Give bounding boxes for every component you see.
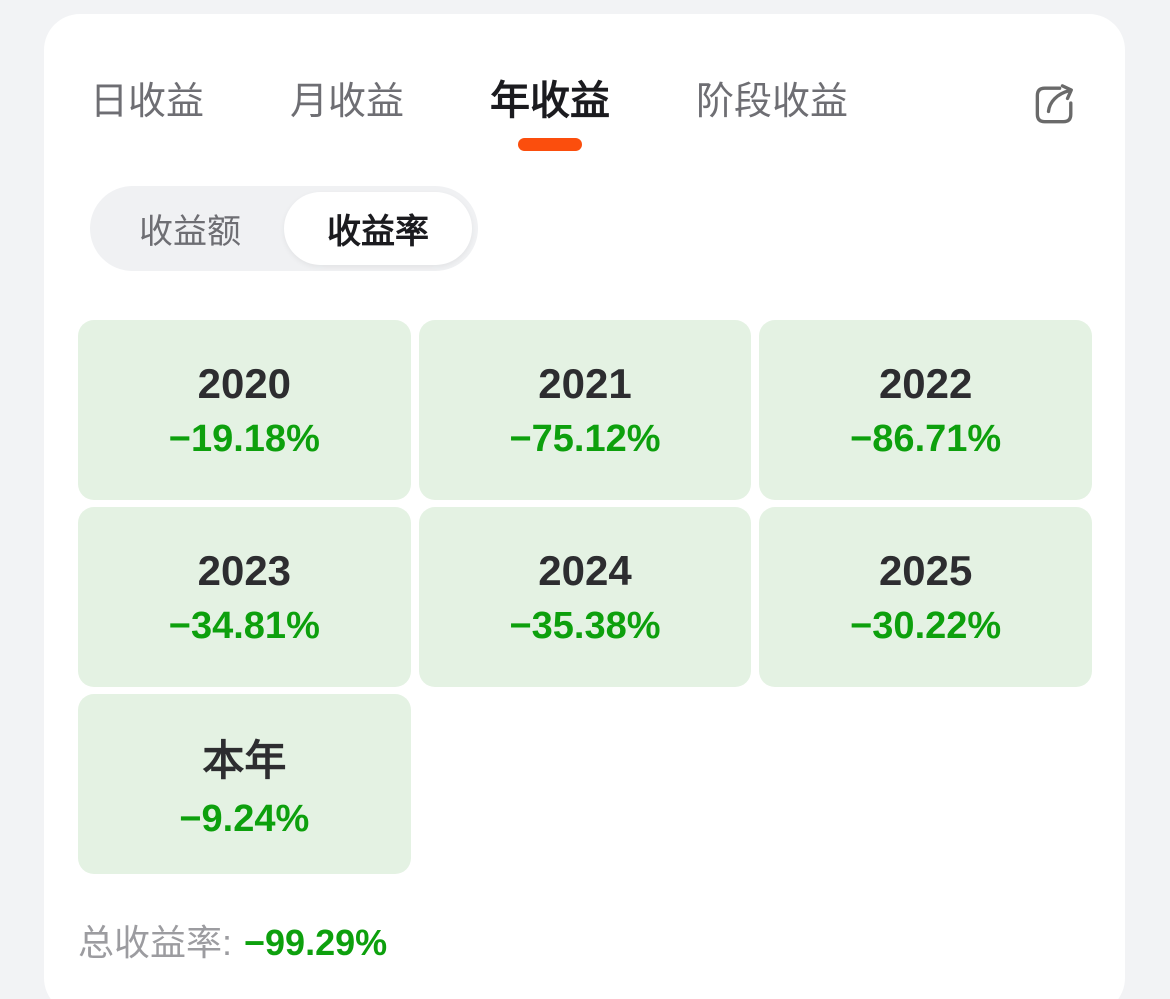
card-return-value: −75.12% (509, 417, 661, 460)
tab-label: 月收益 (290, 81, 405, 123)
card-period: 2022 (878, 359, 973, 407)
income-type-toggle: 收益额 收益率 (90, 186, 478, 271)
total-return-value: −99.29% (244, 922, 388, 963)
tab-yearly-income[interactable]: 年收益 (490, 78, 611, 151)
card-return-value: −86.71% (850, 417, 1002, 460)
toggle-option-amount[interactable]: 收益额 (139, 213, 241, 251)
total-return-row: 总收益率: −99.29% (78, 914, 1081, 966)
share-icon[interactable] (1029, 78, 1081, 130)
tab-label: 阶段收益 (696, 81, 849, 123)
return-card-current-year[interactable]: 本年 −9.24% (78, 694, 411, 874)
tab-label: 日收益 (90, 81, 205, 123)
tab-label: 年收益 (490, 79, 611, 123)
income-panel: 日收益 月收益 年收益 阶段收益 收益额 收益率 2020 −19.18% (44, 14, 1125, 999)
card-period: 2024 (538, 546, 632, 594)
card-period: 2025 (878, 546, 973, 594)
return-card-2024[interactable]: 2024 −35.38% (418, 507, 752, 687)
card-return-value: −34.81% (168, 604, 320, 647)
card-period: 本年 (202, 737, 287, 784)
yearly-returns-grid: 2020 −19.18% 2021 −75.12% 2022 −86.71% 2… (78, 320, 1092, 874)
toggle-option-rate[interactable]: 收益率 (284, 192, 472, 265)
tab-period-income[interactable]: 阶段收益 (696, 79, 848, 125)
card-return-value: −30.22% (850, 604, 1002, 647)
card-period: 2023 (197, 546, 292, 594)
tab-monthly-income[interactable]: 月收益 (290, 79, 404, 125)
return-card-2021[interactable]: 2021 −75.12% (418, 320, 752, 500)
card-return-value: −9.24% (179, 798, 310, 840)
return-card-2022[interactable]: 2022 −86.71% (759, 320, 1092, 500)
tab-bar: 日收益 月收益 年收益 阶段收益 (90, 78, 1081, 151)
card-period: 2020 (197, 359, 292, 407)
return-card-2025[interactable]: 2025 −30.22% (759, 507, 1092, 687)
card-period: 2021 (538, 359, 632, 407)
active-tab-underline (518, 138, 583, 151)
return-card-2020[interactable]: 2020 −19.18% (78, 320, 411, 500)
card-return-value: −19.18% (168, 417, 320, 460)
tab-daily-income[interactable]: 日收益 (90, 79, 204, 125)
card-return-value: −35.38% (509, 604, 661, 647)
return-card-2023[interactable]: 2023 −34.81% (78, 507, 411, 687)
total-return-label: 总收益率: (78, 922, 233, 963)
